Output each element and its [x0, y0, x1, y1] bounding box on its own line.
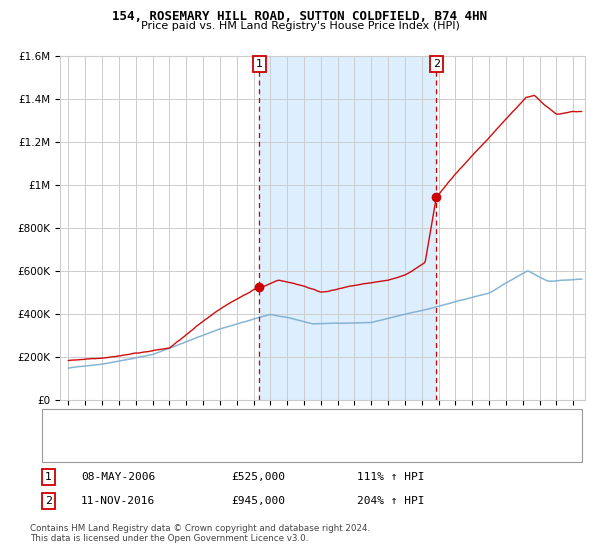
Text: ——: ——: [60, 416, 88, 430]
Bar: [259, 56, 436, 400]
Text: 154, ROSEMARY HILL ROAD, SUTTON COLDFIELD, B74 4HN: 154, ROSEMARY HILL ROAD, SUTTON COLDFIEL…: [113, 10, 487, 23]
Text: 2: 2: [433, 59, 440, 69]
Text: 11-NOV-2016: 11-NOV-2016: [81, 496, 155, 506]
Text: 111% ↑ HPI: 111% ↑ HPI: [357, 472, 425, 482]
Text: ——: ——: [60, 438, 88, 452]
Text: Contains HM Land Registry data © Crown copyright and database right 2024.
This d: Contains HM Land Registry data © Crown c…: [30, 524, 370, 543]
Text: 1: 1: [45, 472, 52, 482]
Text: £945,000: £945,000: [231, 496, 285, 506]
Text: HPI: Average price, detached house, Birmingham: HPI: Average price, detached house, Birm…: [87, 441, 328, 450]
Text: 2: 2: [45, 496, 52, 506]
Text: £525,000: £525,000: [231, 472, 285, 482]
Text: 204% ↑ HPI: 204% ↑ HPI: [357, 496, 425, 506]
Text: Price paid vs. HM Land Registry's House Price Index (HPI): Price paid vs. HM Land Registry's House …: [140, 21, 460, 31]
Text: 1: 1: [256, 59, 263, 69]
Text: 08-MAY-2006: 08-MAY-2006: [81, 472, 155, 482]
Text: 154, ROSEMARY HILL ROAD, SUTTON COLDFIELD, B74 4HN (detached house): 154, ROSEMARY HILL ROAD, SUTTON COLDFIEL…: [87, 418, 465, 428]
